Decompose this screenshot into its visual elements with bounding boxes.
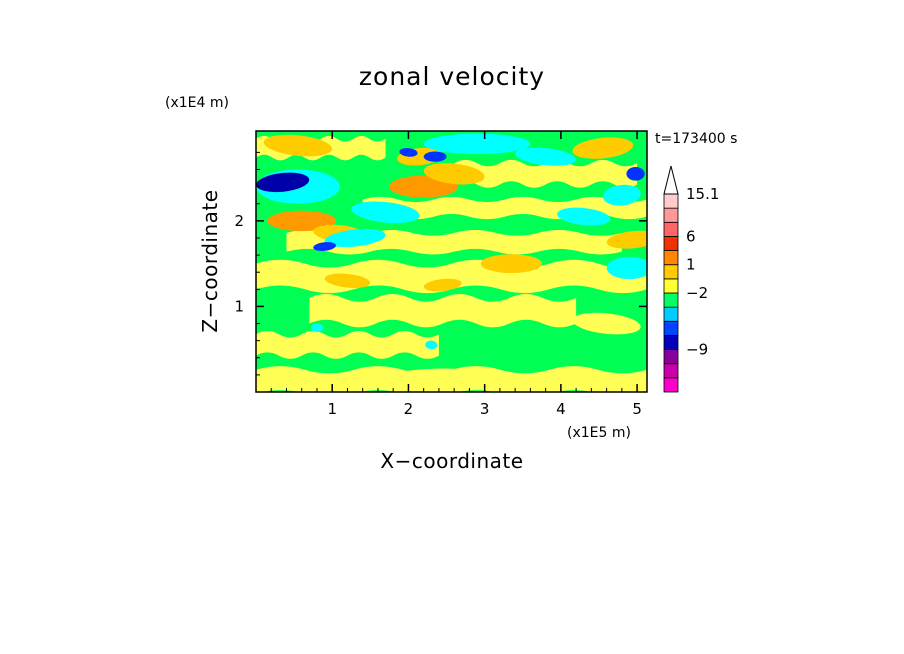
contour-blob-orange bbox=[423, 163, 485, 185]
contour-blob-cyan bbox=[425, 340, 438, 350]
contour-blob-orange bbox=[423, 278, 462, 292]
colorbar-swatch bbox=[663, 236, 679, 251]
contour-blob-dark_blue bbox=[256, 172, 310, 193]
colorbar-label: 1 bbox=[686, 256, 696, 274]
y-tick-label: 2 bbox=[234, 212, 244, 230]
colorbar-swatch bbox=[663, 377, 679, 393]
colorbar-swatch bbox=[663, 193, 679, 209]
colorbar-swatch bbox=[663, 264, 679, 280]
x-axis-ticks: 1 2 3 4 5 bbox=[270, 131, 642, 418]
contour-blob-blue bbox=[423, 151, 447, 162]
plot-frame bbox=[255, 130, 648, 393]
contour-blob-cyan bbox=[557, 207, 611, 226]
contour-blob-light_yellow bbox=[347, 368, 470, 390]
contour-blob-cyan bbox=[351, 201, 420, 224]
colorbar-swatch bbox=[663, 292, 679, 308]
colorbar-swatch bbox=[663, 335, 679, 350]
time-label: t=173400 s bbox=[655, 131, 737, 147]
colorbar-swatch bbox=[663, 363, 679, 379]
x-axis-label: X−coordinate bbox=[380, 449, 523, 473]
contour-blob-blue bbox=[399, 148, 418, 157]
contour-blob-dark_orange bbox=[267, 210, 337, 232]
contour-blob-cyan bbox=[602, 184, 641, 206]
contour-blob-cyan bbox=[515, 147, 576, 166]
contour-blob-orange bbox=[324, 273, 371, 288]
contour-blob-cyan bbox=[423, 133, 531, 155]
y-axis-ticks: 12 bbox=[234, 151, 647, 376]
chart-title: zonal velocity bbox=[359, 62, 545, 91]
colorbar-label: −2 bbox=[686, 284, 708, 302]
x-tick-label: 3 bbox=[480, 400, 490, 418]
colorbar-swatch bbox=[663, 278, 679, 294]
x-multiplier-label: (x1E5 m) bbox=[567, 425, 631, 441]
colorbar-label: 15.1 bbox=[686, 185, 719, 203]
contour-blob-orange bbox=[480, 254, 542, 274]
colorbar-swatch bbox=[663, 207, 679, 223]
colorbar: 15.1 6 1 −2 −9 bbox=[663, 165, 719, 393]
contour-blob-orange bbox=[263, 134, 333, 157]
contour-band-light_yellow bbox=[256, 331, 439, 359]
colorbar-swatch bbox=[663, 349, 679, 365]
x-tick-label: 2 bbox=[404, 400, 414, 418]
contour-blob-cyan bbox=[310, 323, 324, 333]
x-tick-label: 1 bbox=[327, 400, 337, 418]
contour-blob-cyan bbox=[324, 228, 386, 248]
contour-field bbox=[256, 131, 647, 392]
contour-blob-blue bbox=[626, 166, 645, 181]
colorbar-swatch bbox=[663, 320, 679, 336]
contour-blob-light_yellow bbox=[572, 312, 641, 335]
contour-blob-blue bbox=[313, 242, 336, 251]
colorbar-swatch bbox=[663, 250, 679, 266]
y-tick-label: 1 bbox=[234, 297, 244, 315]
contour-blob-orange bbox=[572, 137, 634, 159]
colorbar-swatch bbox=[663, 221, 679, 237]
colorbar-label: 6 bbox=[686, 227, 696, 245]
y-axis-label: Z−coordinate bbox=[198, 189, 222, 332]
x-tick-label: 4 bbox=[556, 400, 566, 418]
colorbar-swatch bbox=[663, 306, 679, 322]
contour-blob-cyan bbox=[606, 256, 647, 280]
x-tick-label: 5 bbox=[632, 400, 642, 418]
contour-band-light_yellow bbox=[454, 159, 638, 188]
y-multiplier-label: (x1E4 m) bbox=[165, 95, 229, 111]
contour-band-light_yellow bbox=[309, 294, 577, 328]
colorbar-extend-arrow bbox=[663, 165, 679, 195]
colorbar-label: −9 bbox=[686, 341, 708, 359]
